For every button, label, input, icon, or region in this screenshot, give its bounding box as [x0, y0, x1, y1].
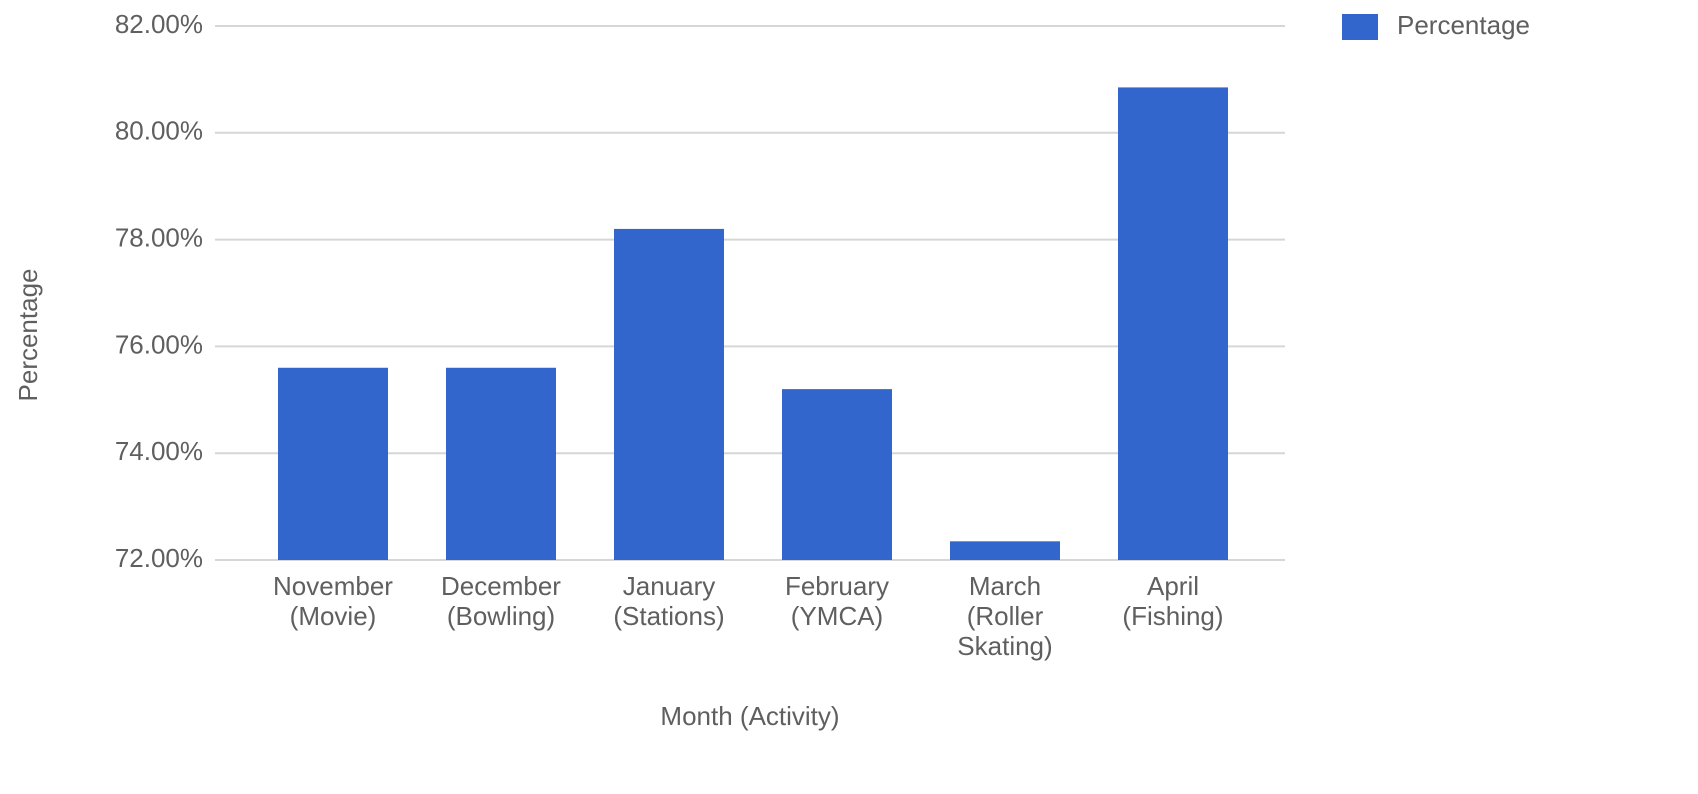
- x-tick-label: January: [623, 571, 716, 601]
- bar: [950, 541, 1060, 560]
- x-tick-label: March: [969, 571, 1041, 601]
- y-axis-label: Percentage: [13, 269, 43, 402]
- legend-label: Percentage: [1397, 10, 1530, 40]
- x-tick-label: (Bowling): [447, 601, 555, 631]
- x-tick-label: (YMCA): [791, 601, 883, 631]
- y-tick-label: 74.00%: [115, 436, 203, 466]
- bar: [278, 367, 388, 560]
- x-tick-label: December: [441, 571, 561, 601]
- y-tick-label: 76.00%: [115, 329, 203, 359]
- x-tick-label: (Roller: [967, 601, 1044, 631]
- x-tick-label: (Movie): [290, 601, 377, 631]
- x-tick-label: April: [1147, 571, 1199, 601]
- bar: [1118, 87, 1228, 560]
- x-tick-label: February: [785, 571, 889, 601]
- bar: [446, 367, 556, 560]
- y-tick-label: 78.00%: [115, 222, 203, 252]
- x-tick-label: (Fishing): [1122, 601, 1223, 631]
- x-tick-label: November: [273, 571, 393, 601]
- y-tick-label: 72.00%: [115, 543, 203, 573]
- x-tick-label: Skating): [957, 631, 1052, 661]
- y-tick-label: 82.00%: [115, 9, 203, 39]
- x-tick-label: (Stations): [613, 601, 724, 631]
- bar: [782, 389, 892, 560]
- y-tick-label: 80.00%: [115, 116, 203, 146]
- x-axis-label: Month (Activity): [660, 701, 839, 731]
- bar: [614, 228, 724, 561]
- legend-swatch: [1342, 14, 1378, 40]
